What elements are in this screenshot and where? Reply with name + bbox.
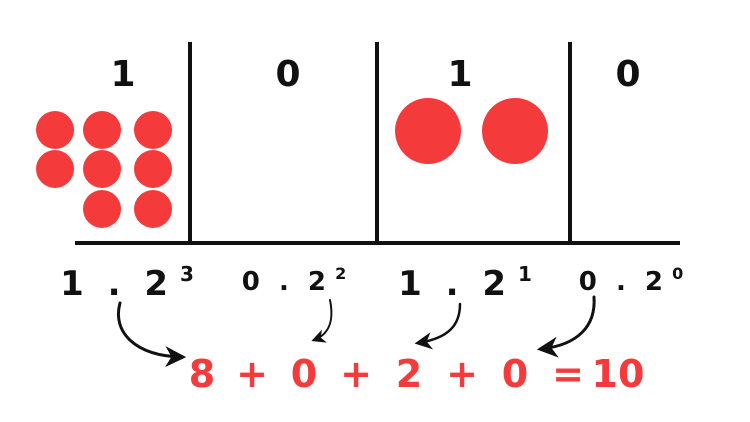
term-3: 1 . 2 1 xyxy=(398,262,532,304)
dot xyxy=(134,111,172,149)
dot xyxy=(83,150,121,188)
dot xyxy=(134,190,172,228)
sum-equals: = xyxy=(552,352,584,396)
term-2-exponent: 2 xyxy=(335,264,346,283)
term-4-exponent: 0 xyxy=(672,264,683,283)
dot xyxy=(83,111,121,149)
term-1-base: 2 xyxy=(144,264,168,304)
arrow-3 xyxy=(414,302,462,350)
dot xyxy=(36,150,74,188)
term-3-base: 2 xyxy=(482,264,506,304)
term-3-dot: . xyxy=(446,264,459,304)
arrow-4 xyxy=(536,295,596,358)
arrow-2 xyxy=(311,299,333,343)
term-4-dot: . xyxy=(616,267,626,297)
binary-digits: 1 0 1 0 xyxy=(110,54,640,95)
term-4: 0 . 2 0 xyxy=(579,264,683,297)
dot xyxy=(36,111,74,149)
counting-dots xyxy=(36,98,548,228)
sum-plus-1: + xyxy=(236,352,268,396)
binary-digit-2: 0 xyxy=(275,54,300,95)
sum-value-3: 2 xyxy=(396,352,422,396)
sum-value-4: 0 xyxy=(502,352,528,396)
binary-digit-3: 1 xyxy=(447,54,472,95)
dot xyxy=(83,190,121,228)
sum-plus-2: + xyxy=(340,352,372,396)
term-3-coefficient: 1 xyxy=(398,264,422,304)
term-2-base: 2 xyxy=(308,267,326,297)
term-4-base: 2 xyxy=(645,267,663,297)
term-2: 0 . 2 2 xyxy=(242,264,346,297)
binary-digit-1: 1 xyxy=(110,54,135,95)
sum-result: 10 xyxy=(592,352,645,396)
place-value-table xyxy=(75,42,680,245)
sum-value-2: 0 xyxy=(291,352,317,396)
term-3-exponent: 1 xyxy=(518,262,532,286)
term-1-dot: . xyxy=(108,264,121,304)
term-2-coefficient: 0 xyxy=(242,267,260,297)
place-value-terms: 1 . 2 3 0 . 2 2 1 . 2 1 0 . 2 0 xyxy=(60,262,683,304)
term-4-coefficient: 0 xyxy=(579,267,597,297)
dot xyxy=(134,150,172,188)
sum-plus-3: + xyxy=(446,352,478,396)
arrow-1 xyxy=(117,301,187,368)
term-2-dot: . xyxy=(279,267,289,297)
sum-value-1: 8 xyxy=(189,352,215,396)
dot xyxy=(395,98,461,164)
term-1-exponent: 3 xyxy=(180,262,194,286)
sum-equation: 8 + 0 + 2 + 0 = 10 xyxy=(189,352,645,396)
term-1-coefficient: 1 xyxy=(60,264,84,304)
binary-digit-4: 0 xyxy=(615,54,640,95)
term-1: 1 . 2 3 xyxy=(60,262,194,304)
connector-arrows xyxy=(117,295,596,368)
dot xyxy=(482,98,548,164)
